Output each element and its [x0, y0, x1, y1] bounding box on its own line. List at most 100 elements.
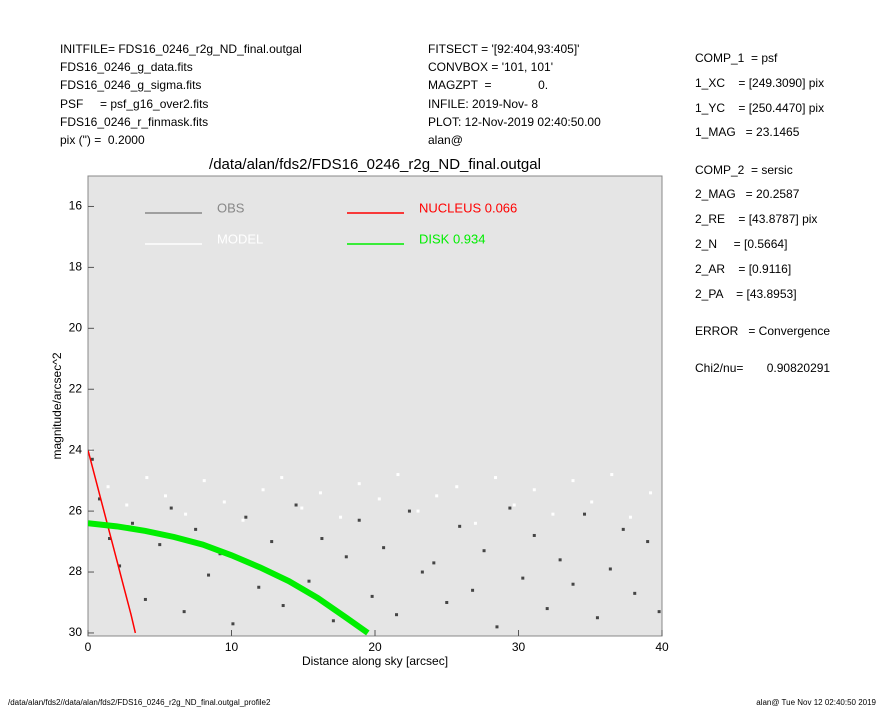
header-line: FDS16_0246_g_sigma.fits [60, 78, 202, 93]
data-point [202, 479, 206, 483]
data-point [473, 521, 477, 525]
model-curve [88, 520, 370, 636]
data-point [257, 585, 261, 589]
data-point [471, 588, 475, 592]
data-point [633, 591, 637, 595]
data-point [532, 488, 536, 492]
header-line: 2_AR = [0.9116] [695, 261, 792, 276]
header-line: CONVBOX = '101, 101' [428, 60, 553, 75]
data-point [244, 515, 248, 519]
data-point [222, 500, 226, 504]
data-point [320, 537, 324, 541]
data-point [494, 476, 498, 480]
data-point [407, 509, 411, 513]
data-point [558, 558, 562, 562]
data-point [280, 476, 284, 480]
data-point [261, 488, 265, 492]
data-point [395, 613, 399, 617]
data-point [300, 506, 304, 510]
data-point [307, 579, 311, 583]
x-tick-label: 0 [85, 640, 92, 654]
data-point [521, 576, 525, 580]
plot-area [87, 175, 663, 637]
y-tick-label: 24 [69, 442, 83, 456]
data-point [646, 540, 650, 544]
data-point [382, 546, 386, 550]
header-line: 1_MAG = 23.1465 [695, 125, 800, 140]
x-tick-label: 30 [512, 640, 526, 654]
legend-label: DISK 0.934 [419, 231, 486, 246]
legend-label: MODEL [217, 231, 263, 246]
header-line: 2_PA = [43.8953] [695, 286, 797, 301]
y-tick-label: 30 [69, 625, 83, 639]
data-point [657, 610, 661, 614]
data-point [571, 479, 575, 483]
legend-label: OBS [217, 200, 245, 215]
data-point [508, 506, 512, 510]
header-line: FDS16_0246_g_data.fits [60, 60, 193, 75]
data-point [241, 518, 245, 522]
header-line: Chi2/nu= 0.90820291 [695, 361, 831, 375]
header-line: 2_RE = [43.8787] pix [695, 212, 818, 227]
data-point [435, 494, 439, 498]
data-point [357, 482, 361, 486]
data-point [331, 619, 335, 623]
header-line: INITFILE= FDS16_0246_r2g_ND_final.outgal [60, 42, 302, 56]
header-line: PLOT: 12-Nov-2019 02:40:50.00 [428, 114, 601, 129]
data-point [184, 512, 188, 516]
data-point [182, 610, 186, 614]
data-point [339, 515, 343, 519]
data-point [628, 515, 632, 519]
data-point [281, 604, 285, 608]
header-line: ERROR = Convergence [695, 323, 831, 338]
y-tick-label: 28 [69, 564, 83, 578]
data-point [551, 512, 555, 516]
data-point [145, 476, 149, 480]
model-curve [88, 449, 137, 634]
legend-label: NUCLEUS 0.066 [419, 200, 517, 215]
data-point [608, 567, 612, 571]
data-point [270, 540, 274, 544]
data-point [294, 503, 298, 507]
data-point [621, 527, 625, 531]
data-point [97, 497, 101, 501]
marks [88, 448, 661, 636]
data-point [455, 485, 459, 489]
data-point [445, 600, 449, 604]
data-point [169, 506, 173, 510]
x-tick-label: 10 [225, 640, 239, 654]
data-point [106, 485, 110, 489]
footer-right: alan@ Tue Nov 12 02:40:50 2019 [756, 698, 876, 707]
data-point [649, 491, 653, 495]
data-point [143, 597, 147, 601]
header-line: FITSECT = '[92:404,93:405]' [428, 42, 580, 56]
data-point [194, 527, 198, 531]
data-point [318, 491, 322, 495]
y-axis-label: magnitude/arcsec^2 [50, 352, 64, 459]
header-line: alan@ [428, 133, 463, 147]
data-point [370, 594, 374, 598]
header-line: pix (") = 0.2000 [60, 133, 145, 147]
data-point [163, 494, 167, 498]
data-point [420, 570, 424, 574]
x-tick-label: 40 [655, 640, 669, 654]
data-point [231, 622, 235, 626]
y-tick-label: 16 [69, 199, 83, 213]
header-line: 1_YC = [250.4470] pix [695, 100, 825, 115]
header-line: FDS16_0246_r_finmask.fits [60, 114, 209, 129]
data-point [416, 509, 420, 513]
data-point [90, 457, 94, 461]
y-tick-label: 22 [69, 381, 83, 395]
data-point [396, 473, 400, 477]
data-point [610, 473, 614, 477]
data-point [357, 518, 361, 522]
data-point [512, 503, 516, 507]
header-line: COMP_1 = psf [695, 51, 778, 65]
header-line: 2_MAG = 20.2587 [695, 187, 800, 202]
header-line: MAGZPT = 0. [428, 78, 549, 93]
data-point [130, 521, 134, 525]
data-point [108, 537, 112, 541]
header-line: INFILE: 2019-Nov- 8 [428, 96, 539, 111]
